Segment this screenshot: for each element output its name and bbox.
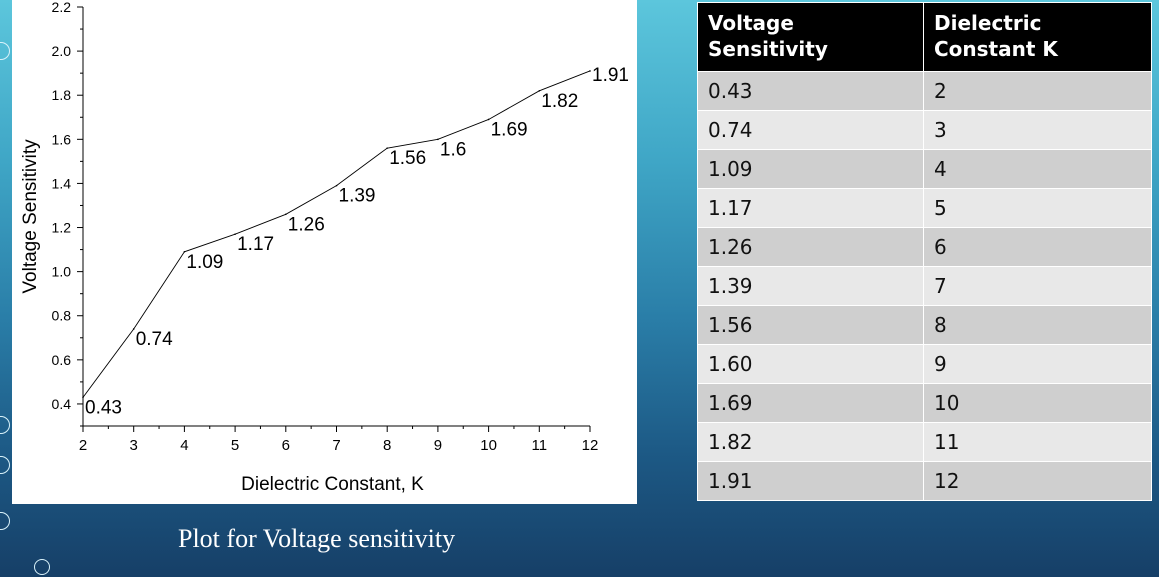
x-tick-label: 7	[332, 437, 340, 454]
data-label: 1.56	[389, 148, 426, 169]
dielectric-constant-cell: 12	[923, 461, 1152, 501]
data-point	[285, 213, 287, 216]
data-point	[589, 70, 591, 72]
y-tick-label: 2.2	[52, 0, 72, 15]
table-row: 0.74 3	[697, 110, 1152, 150]
data-point	[487, 118, 490, 121]
dielectric-constant-cell: 5	[923, 188, 1152, 228]
data-point	[538, 90, 541, 92]
decorative-circle	[0, 512, 10, 530]
data-point	[234, 233, 236, 235]
dielectric-constant-cell: 4	[923, 149, 1152, 189]
data-point	[132, 328, 135, 330]
x-tick-label: 4	[180, 437, 188, 454]
table-row: 1.60 9	[697, 344, 1152, 384]
dielectric-constant-cell: 10	[923, 383, 1152, 423]
column-header-dielectric-constant: Dielectric Constant K	[923, 2, 1152, 72]
y-axis-title: Voltage Sensitivity	[20, 139, 41, 294]
y-tick-label: 0.8	[52, 308, 72, 324]
data-point	[82, 396, 84, 399]
dielectric-constant-cell: 2	[923, 71, 1152, 111]
data-point	[386, 147, 389, 149]
x-tick-label: 10	[480, 437, 497, 454]
decorative-circle	[0, 42, 10, 60]
dielectric-constant-cell: 9	[923, 344, 1152, 384]
table-row: 0.43 2	[697, 71, 1152, 111]
x-tick-label: 5	[231, 437, 239, 454]
dielectric-constant-cell: 8	[923, 305, 1152, 345]
table-header-row: Voltage Sensitivity Dielectric Constant …	[697, 2, 1152, 72]
table-row: 1.26 6	[697, 227, 1152, 267]
data-table: Voltage Sensitivity Dielectric Constant …	[697, 2, 1152, 501]
data-point	[335, 184, 338, 187]
x-tick-label: 2	[79, 437, 87, 454]
y-tick-label: 1.8	[52, 87, 72, 103]
voltage-sensitivity-cell: 0.43	[697, 71, 924, 111]
table-row: 1.09 4	[697, 149, 1152, 189]
dielectric-constant-cell: 3	[923, 110, 1152, 150]
voltage-sensitivity-cell: 1.39	[697, 266, 924, 306]
x-tick-label: 11	[532, 437, 548, 454]
chart-caption: Plot for Voltage sensitivity	[178, 524, 456, 553]
data-label: 0.74	[136, 329, 173, 350]
data-label: 1.82	[541, 91, 578, 112]
data-point	[437, 138, 439, 141]
table-row: 1.17 5	[697, 188, 1152, 228]
data-label: 1.39	[339, 186, 376, 207]
voltage-sensitivity-cell: 1.56	[697, 305, 924, 345]
y-tick-label: 1.0	[52, 264, 72, 280]
data-point	[183, 250, 186, 253]
y-tick-label: 0.4	[52, 396, 72, 412]
data-label: 1.17	[237, 234, 274, 255]
dielectric-constant-cell: 11	[923, 422, 1152, 462]
data-label: 1.09	[186, 252, 223, 273]
data-label: 1.69	[491, 119, 528, 140]
table-row: 1.91 12	[697, 461, 1152, 501]
x-tick-label: 12	[582, 437, 599, 454]
y-tick-label: 1.2	[52, 220, 72, 236]
voltage-sensitivity-cell: 1.82	[697, 422, 924, 462]
x-tick-label: 9	[434, 437, 442, 454]
plot-panel: 2 3 4 5 6 7 8 9 10 11 12 0.4 0.6 0.8 1.0 1.2 1.4 1.6 1.8 2.…	[12, 0, 637, 504]
y-tick-label: 1.6	[52, 131, 72, 147]
decorative-circle	[0, 416, 10, 434]
voltage-sensitivity-cell: 0.74	[697, 110, 924, 150]
voltage-sensitivity-cell: 1.09	[697, 149, 924, 189]
x-axis-title: Dielectric Constant, K	[241, 474, 424, 495]
voltage-sensitivity-cell: 1.91	[697, 461, 924, 501]
x-tick-label: 3	[130, 437, 138, 454]
voltage-sensitivity-cell: 1.69	[697, 383, 924, 423]
data-label: 1.26	[288, 214, 325, 235]
decorative-circle	[0, 456, 10, 474]
x-tick-label: 8	[383, 437, 391, 454]
data-label: 1.6	[440, 139, 466, 160]
dielectric-constant-cell: 6	[923, 227, 1152, 267]
line-chart: 2 3 4 5 6 7 8 9 10 11 12 0.4 0.6 0.8 1.0 1.2 1.4 1.6 1.8 2.…	[20, 0, 629, 495]
column-header-voltage-sensitivity: Voltage Sensitivity	[697, 2, 924, 72]
table-row: 1.69 10	[697, 383, 1152, 423]
table-row: 1.56 8	[697, 305, 1152, 345]
data-label: 1.91	[592, 65, 629, 86]
decorative-circle	[34, 559, 50, 575]
table-row: 1.82 11	[697, 422, 1152, 462]
y-tick-label: 2.0	[52, 43, 72, 59]
y-tick-label: 1.4	[52, 175, 72, 191]
voltage-sensitivity-cell: 1.26	[697, 227, 924, 267]
y-tick-label: 0.6	[52, 352, 72, 368]
data-label: 0.43	[85, 397, 122, 418]
voltage-sensitivity-cell: 1.17	[697, 188, 924, 228]
voltage-sensitivity-cell: 1.60	[697, 344, 924, 384]
x-tick-label: 6	[282, 437, 290, 454]
dielectric-constant-cell: 7	[923, 266, 1152, 306]
table-row: 1.39 7	[697, 266, 1152, 306]
